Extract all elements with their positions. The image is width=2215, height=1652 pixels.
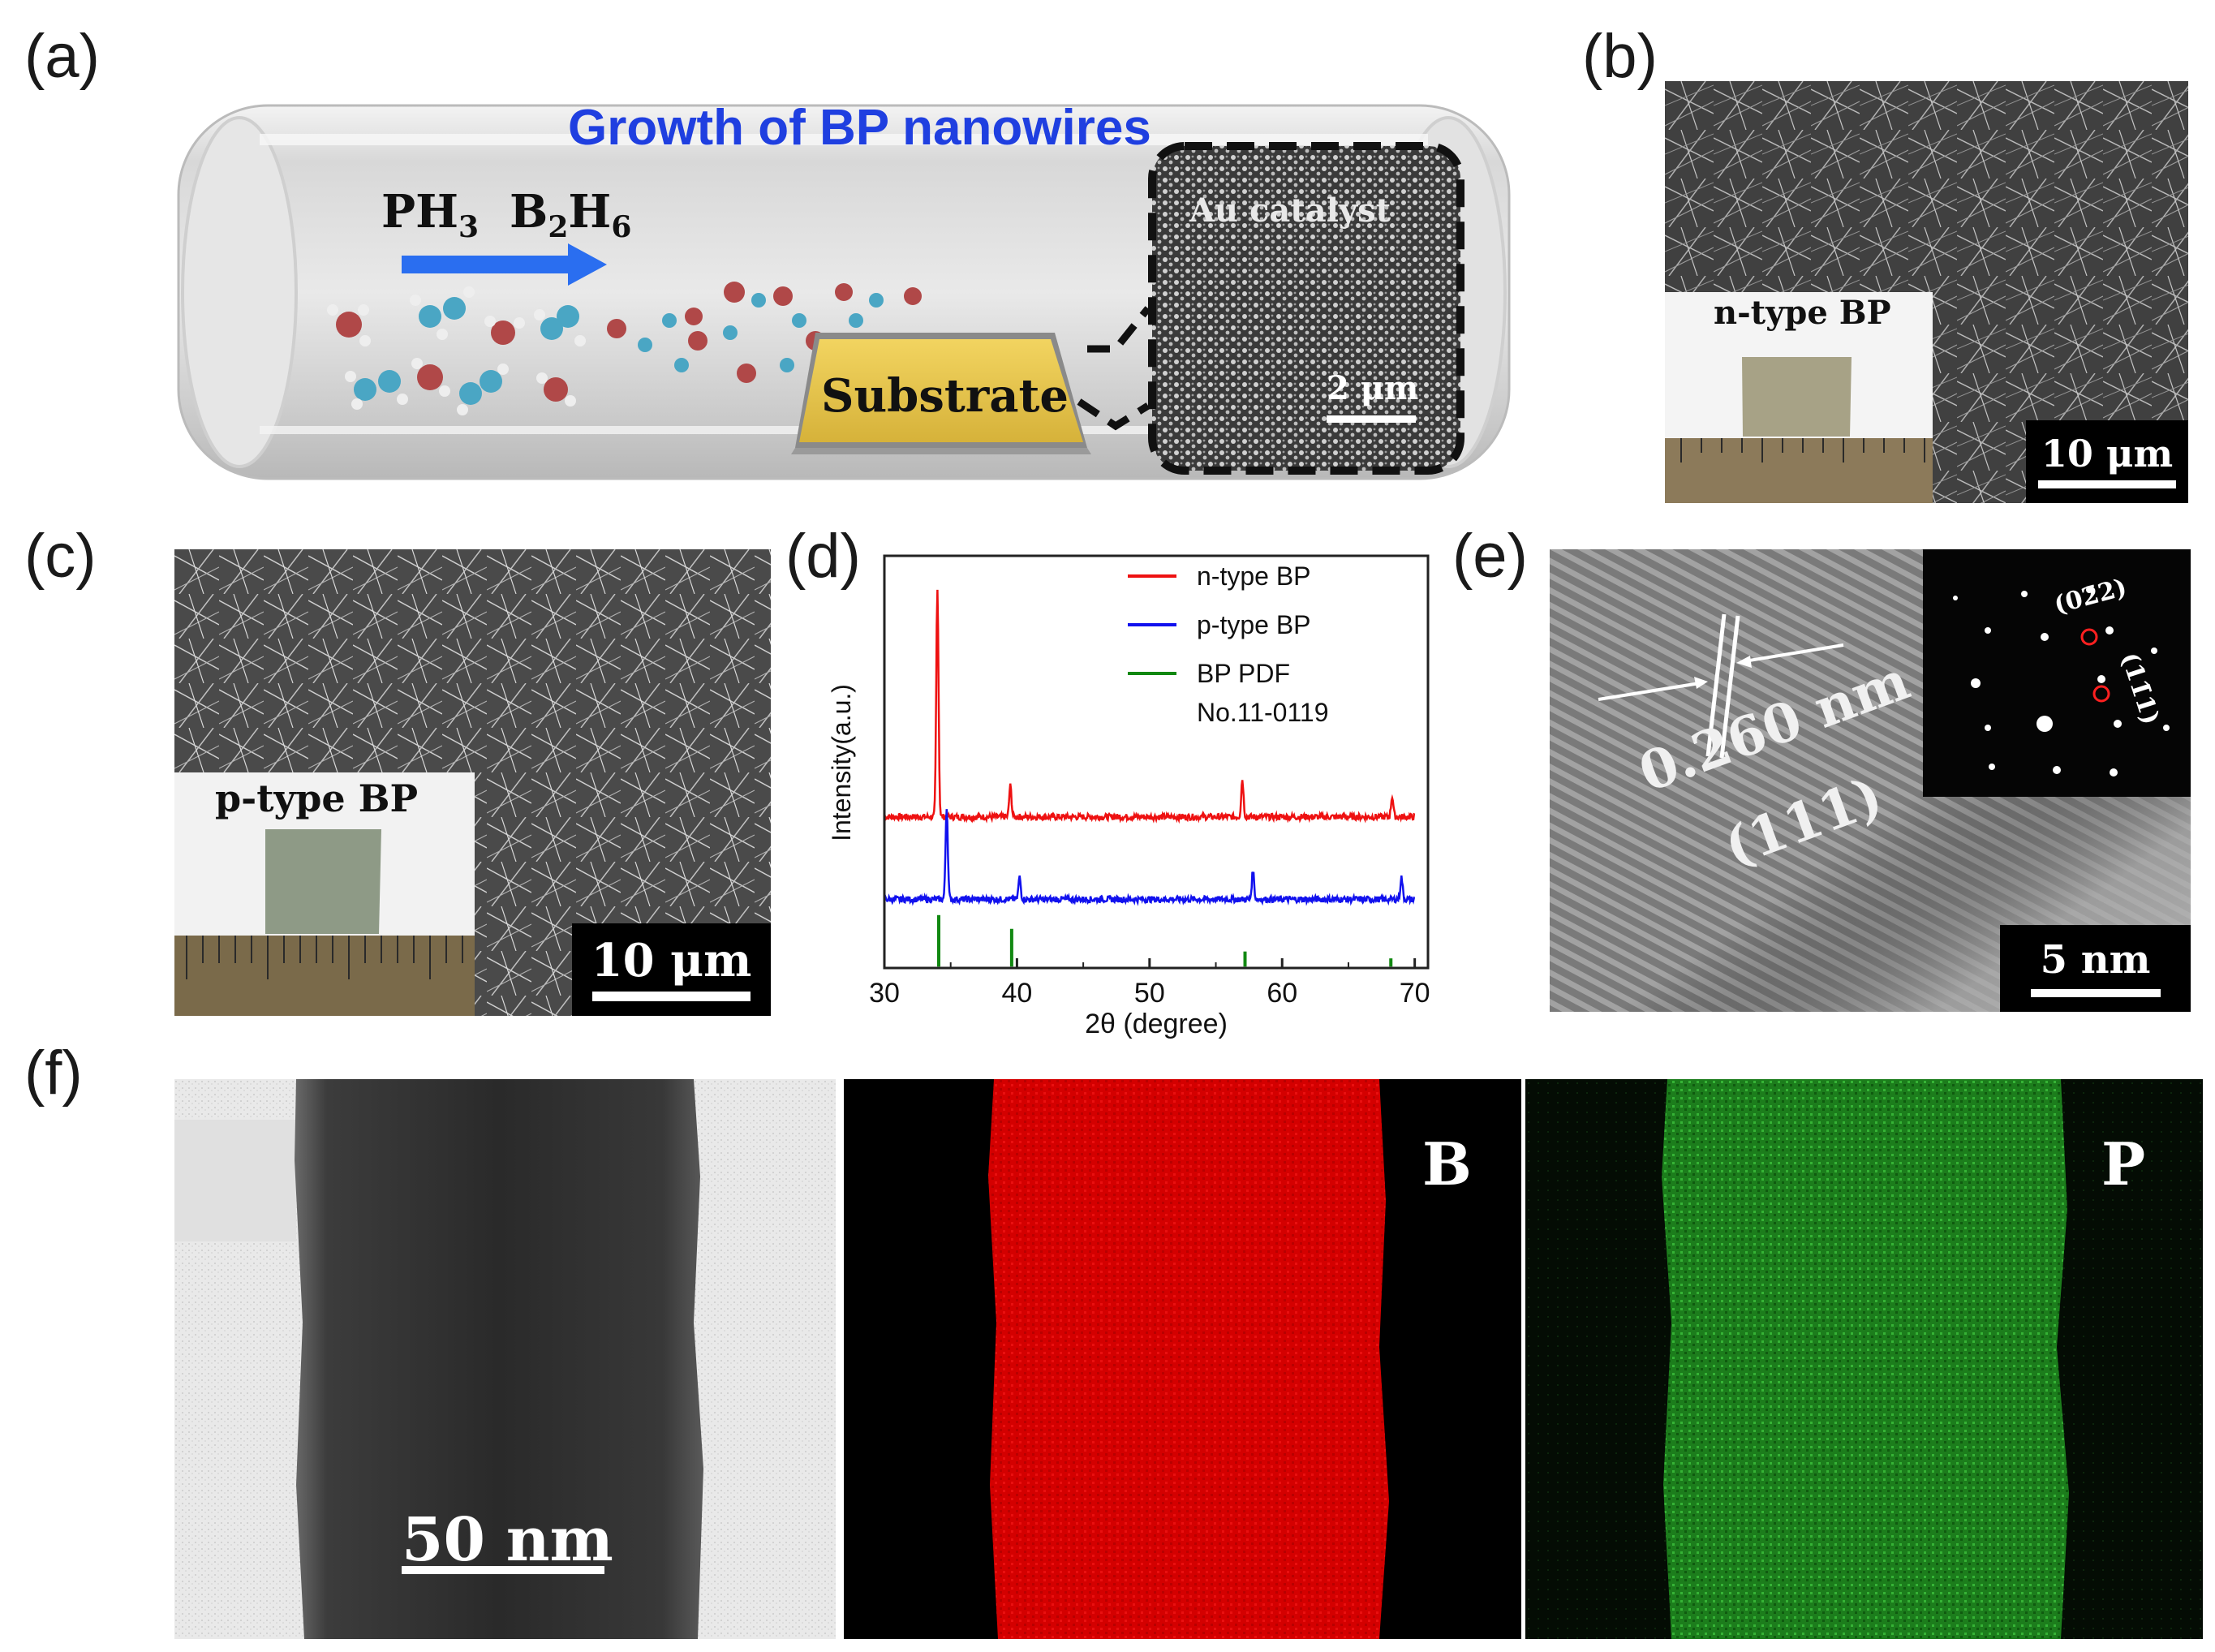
precursor-ph3: PH3 [381, 185, 480, 245]
boron-map-label: B [1422, 1129, 1472, 1198]
panel-f-boron-map [844, 1079, 1521, 1639]
y-axis-label: Intensity(a.u.) [827, 684, 856, 841]
precursor-b2h6: B2H6 [510, 185, 632, 245]
p-type-bp-label: p-type BP [215, 777, 419, 820]
panel-a-schematic [177, 104, 1511, 480]
precursor-molecules [327, 286, 586, 415]
panel-b-scale-bar: 10 μm [2026, 420, 2188, 503]
legend-label-reference-line2: No.11-0119 [1197, 698, 1328, 727]
panel-label-d: (d) [785, 522, 861, 591]
p-type-bp-photo [174, 772, 475, 1016]
x-tick-label-40: 40 [1002, 978, 1033, 1009]
au-catalyst-label: Au catalyst [1189, 191, 1391, 230]
legend-label-p-type: p-type BP [1197, 610, 1311, 639]
panel-f-phosphorus-map [1525, 1079, 2203, 1639]
x-axis-label: 2θ (degree) [1085, 1009, 1228, 1039]
n-type-bp-label: n-type BP [1714, 294, 1891, 332]
series-line-n-type [884, 589, 1416, 824]
legend-label-n-type: n-type BP [1197, 561, 1311, 591]
panel-label-c: (c) [24, 522, 97, 591]
panel-f-stem-image [174, 1079, 836, 1639]
substrate [791, 333, 1091, 454]
panel-label-b: (b) [1582, 22, 1658, 91]
panel-label-f: (f) [24, 1039, 83, 1108]
phosphorus-map-label: P [2101, 1129, 2146, 1198]
flow-arrow-icon [402, 243, 607, 286]
panel-b-sem-image [1665, 81, 2188, 503]
au-catalyst-inset [1148, 142, 1464, 475]
series-line-p-type [883, 809, 1416, 906]
n-type-bp-photo [1665, 292, 1933, 503]
substrate-label: Substrate [821, 369, 1069, 423]
x-tick-label-50: 50 [1134, 978, 1165, 1009]
x-tick-label-60: 60 [1267, 978, 1297, 1009]
panel-label-a: (a) [24, 22, 100, 91]
au-catalyst-scale: 2 μm [1327, 369, 1419, 407]
panel-e-scale-bar: 5 nm [2000, 925, 2191, 1012]
x-tick-label-70: 70 [1400, 978, 1430, 1009]
plot-frame [883, 554, 1430, 970]
panel-a-title: Growth of BP nanowires [568, 100, 1151, 156]
chart-legend: n-type BP p-type BP BP PDF No.11-0119 [1128, 561, 1328, 727]
legend-label-reference: BP PDF [1197, 659, 1290, 688]
saed-inset [1923, 549, 2191, 797]
xrd-chart: Intensity(a.u.) 2θ (degree) 30 40 50 60 70 n… [827, 554, 1430, 1039]
panel-c-scale-bar: 10 μm [572, 923, 771, 1016]
panel-label-e: (e) [1452, 522, 1528, 591]
panel-f-scale-label: 50 nm [402, 1505, 613, 1575]
x-tick-label-30: 30 [869, 978, 900, 1009]
